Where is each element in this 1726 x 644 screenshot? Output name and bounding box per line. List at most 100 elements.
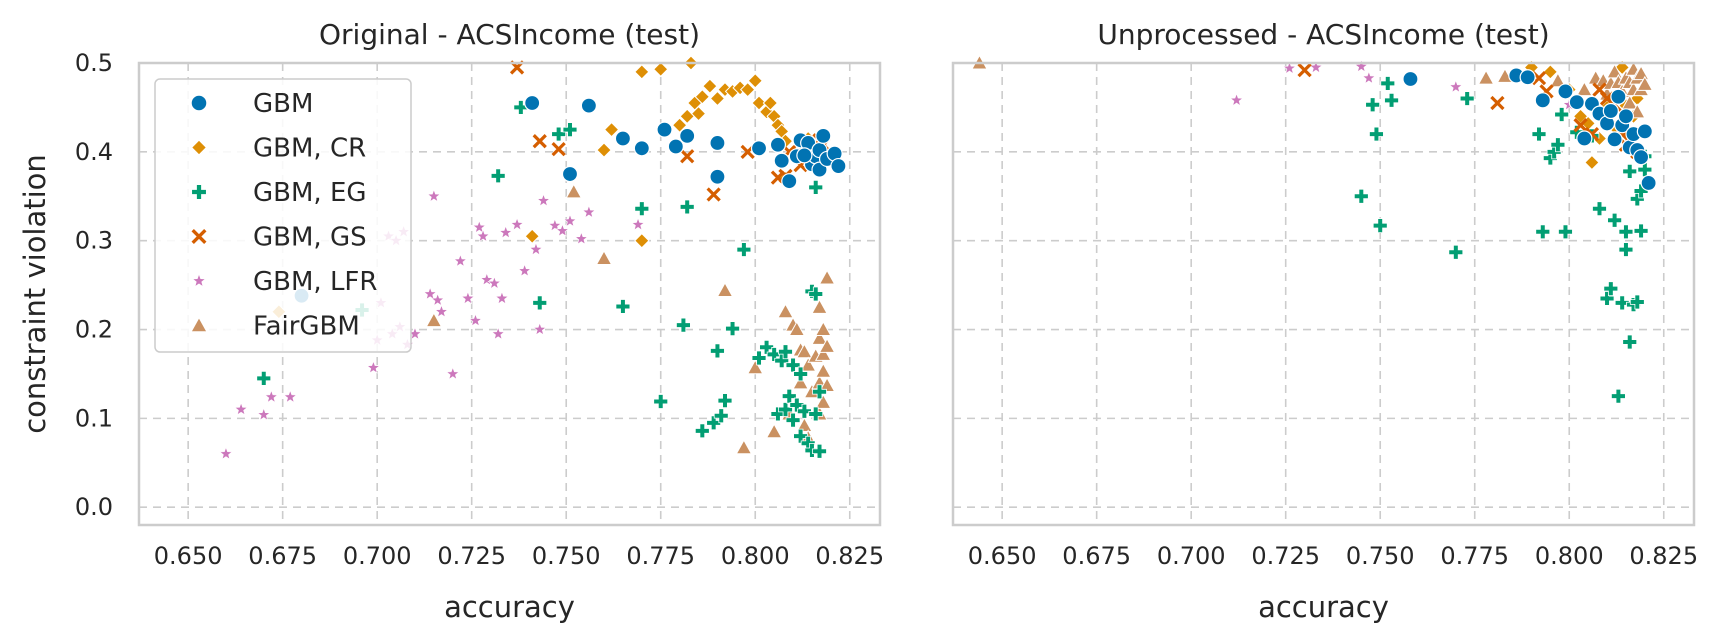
- data-point-gbm-cr: [1584, 154, 1600, 171]
- chart-title: Unprocessed - ACSIncome (test): [1097, 18, 1549, 51]
- legend-label: FairGBM: [253, 312, 360, 342]
- data-point-gbm: [667, 138, 684, 155]
- legend-marker: [191, 184, 207, 200]
- data-point-gbm-cr: [739, 81, 756, 98]
- data-point-gbm-lfr: [555, 223, 570, 237]
- data-point-gbm-cr: [709, 90, 726, 107]
- data-point-gbm-eg: [532, 295, 548, 311]
- data-point-gbm-cr: [762, 95, 779, 111]
- data-point-gbm-eg: [562, 122, 578, 138]
- data-point-gbm-eg: [808, 179, 824, 195]
- data-point-gbm-eg: [1554, 107, 1570, 122]
- data-point-gbm: [1640, 174, 1657, 192]
- data-point-gbm-cr: [603, 121, 620, 138]
- data-point-gbm: [580, 97, 597, 114]
- data-point-gbm-lfr: [468, 313, 483, 327]
- y-tick-label: 0.3: [75, 227, 113, 255]
- data-point-fairgbm: [811, 329, 828, 345]
- data-point-gbm-lfr: [434, 304, 449, 318]
- data-point-gbm-lfr: [430, 292, 445, 307]
- data-point-gbm-eg: [793, 366, 809, 382]
- data-point-gbm: [750, 140, 768, 157]
- legend-box: [154, 78, 412, 353]
- data-point-gbm-gs: [1490, 95, 1505, 111]
- data-point-gbm-eg: [1603, 281, 1619, 297]
- data-point-gbm-eg: [808, 286, 824, 302]
- data-point-gbm-cr: [702, 78, 718, 94]
- data-point-gbm-eg: [812, 443, 827, 459]
- data-point-gbm: [1617, 108, 1635, 125]
- data-point-gbm: [773, 152, 790, 169]
- legend-marker: [191, 229, 207, 244]
- data-point-gbm-lfr: [547, 218, 562, 232]
- data-point-gbm-lfr: [494, 291, 509, 305]
- data-point-gbm-eg: [778, 344, 793, 360]
- x-tick-label: 0.775: [626, 542, 695, 570]
- data-point-gbm-eg: [1607, 212, 1623, 228]
- data-point-gbm-cr: [1542, 64, 1559, 80]
- scatter-panel-2: 0.650 0.675 0.700 0.725 0.750 0.775 0.800 0.825…: [951, 18, 1698, 624]
- legend-item: GBM: [190, 89, 313, 119]
- data-point-gbm: [815, 127, 832, 144]
- data-points: [218, 55, 847, 460]
- data-point-gbm-eg: [1384, 92, 1399, 108]
- data-point-gbm-lfr: [426, 188, 441, 203]
- y-tick-label: 0.2: [75, 316, 113, 344]
- y-axis-label: constraint violation: [18, 154, 52, 434]
- data-point-gbm-cr: [747, 73, 763, 89]
- data-point-fairgbm: [811, 298, 828, 314]
- data-point-gbm-lfr: [1354, 59, 1369, 73]
- data-point-fairgbm: [777, 303, 794, 319]
- data-point-gbm-eg: [694, 423, 710, 439]
- y-tick-label: 0.0: [75, 493, 113, 521]
- data-point-gbm-lfr: [472, 220, 487, 234]
- data-point-fairgbm: [814, 393, 832, 409]
- x-tick-label: 0.700: [343, 542, 412, 570]
- legend-item: GBM, EG: [191, 178, 367, 208]
- data-point-fairgbm: [746, 359, 764, 375]
- x-tick-label: 0.700: [1157, 542, 1226, 570]
- data-point-gbm-eg: [1618, 242, 1634, 257]
- legend-marker: [190, 139, 208, 156]
- legend-item: GBM, CR: [190, 134, 366, 164]
- data-point-gbm-gs: [532, 134, 547, 149]
- data-point-fairgbm: [818, 376, 836, 393]
- data-point-gbm-lfr: [574, 231, 589, 245]
- legend-label: GBM, LFR: [253, 267, 377, 297]
- data-point-fairgbm: [735, 439, 753, 455]
- data-point-gbm: [679, 127, 696, 144]
- data-point-gbm: [1402, 70, 1419, 88]
- data-point-fairgbm: [814, 345, 832, 361]
- x-tick-label: 0.650: [154, 542, 223, 570]
- data-point-fairgbm: [792, 374, 809, 390]
- data-point-fairgbm: [716, 281, 734, 297]
- data-point-gbm-lfr: [510, 217, 525, 231]
- legend-marker: [190, 94, 208, 112]
- data-point-gbm-lfr: [528, 242, 543, 256]
- data-point-gbm-eg: [706, 415, 722, 431]
- data-point-gbm-lfr: [581, 204, 596, 219]
- data-point-gbm: [561, 165, 579, 183]
- data-point-gbm-lfr: [453, 253, 468, 268]
- data-point-gbm-eg: [1629, 294, 1645, 310]
- data-point-gbm: [614, 130, 632, 147]
- legend-marker: [190, 316, 208, 333]
- data-point-gbm-lfr: [1282, 60, 1297, 75]
- data-point-gbm-eg: [1365, 97, 1381, 113]
- data-point-gbm: [1568, 93, 1585, 111]
- data-point-fairgbm: [818, 269, 836, 285]
- x-tick-label: 0.675: [248, 542, 317, 570]
- plot-area: [953, 63, 1694, 525]
- data-point-gbm-lfr: [476, 228, 491, 243]
- legend-label: GBM: [253, 89, 313, 119]
- data-point-gbm-cr: [690, 105, 707, 122]
- data-point-gbm-cr: [671, 117, 688, 133]
- legend-item: FairGBM: [190, 312, 360, 342]
- data-point-gbm-eg: [1380, 76, 1396, 91]
- data-point-gbm-eg: [634, 201, 650, 217]
- data-point-gbm-gs: [1573, 118, 1588, 133]
- data-point-gbm-eg: [1558, 224, 1573, 240]
- data-point-gbm-eg: [717, 393, 733, 409]
- legend: GBM GBM, CR GBM, EG GBM, GS GBM, LFR FairGBM: [154, 78, 412, 353]
